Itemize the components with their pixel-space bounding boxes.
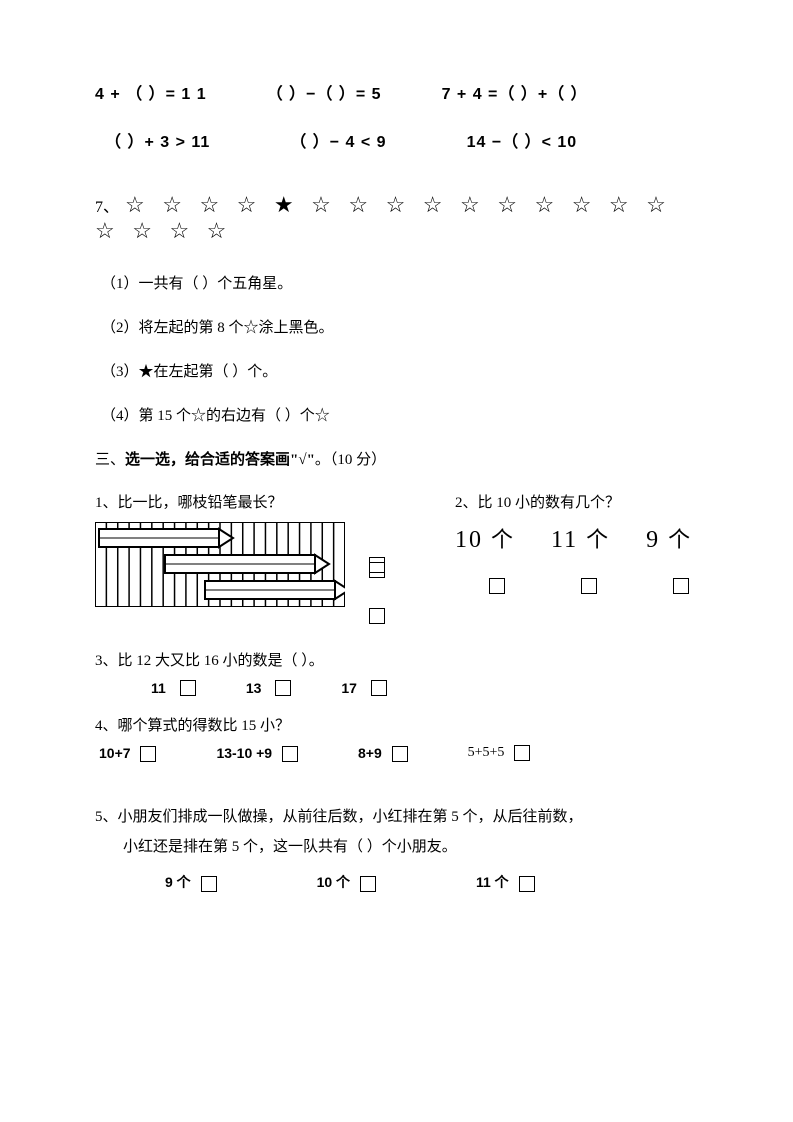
q3-checkbox-2[interactable] bbox=[275, 680, 291, 696]
pencils-svg bbox=[95, 522, 345, 607]
q3-checkbox-1[interactable] bbox=[180, 680, 196, 696]
stars-before: ☆ ☆ ☆ ☆ bbox=[125, 192, 262, 217]
equation-r1b: （ ）−（ ）= 5 bbox=[267, 80, 382, 104]
equation-r1a: 4 + （ ）= 1 1 bbox=[95, 80, 207, 104]
q5-checkbox-3[interactable] bbox=[519, 876, 535, 892]
q3-checkbox-3[interactable] bbox=[371, 680, 387, 696]
q3-text: 3、比 12 大又比 16 小的数是（ ）。 bbox=[95, 649, 698, 670]
q2-opt1: 10 个 bbox=[455, 522, 515, 554]
q1-text: 1、比一比，哪枝铅笔最长？ bbox=[95, 491, 395, 512]
q7-number: 7、 bbox=[95, 199, 119, 216]
q7-sub3: （3）★在左起第（ ）个。 bbox=[101, 360, 698, 384]
q7-sub2: （2）将左起的第 8 个☆涂上黑色。 bbox=[101, 316, 698, 340]
q4-opt2: 13-10 +9 bbox=[216, 745, 298, 762]
q4-checkbox-4[interactable] bbox=[514, 745, 530, 761]
q2-text: 2、比 10 小的数有几个？ bbox=[455, 491, 698, 512]
q2-opt2: 11 个 bbox=[551, 522, 610, 554]
q2-checkbox-3[interactable] bbox=[673, 578, 689, 594]
star-filled-icon: ★ bbox=[274, 192, 300, 217]
q3-opt2: 13 bbox=[246, 680, 292, 696]
q4-opt3: 8+9 bbox=[358, 745, 408, 762]
q7-sub4: （4）第 15 个☆的右边有（ ）个☆ bbox=[101, 404, 698, 428]
equation-r1c: 7 + 4 =（ ）+（ ） bbox=[442, 80, 588, 104]
q5-line2: 小红还是排在第 5 个，这一队共有（ ）个小朋友。 bbox=[95, 832, 698, 862]
q4-checkbox-2[interactable] bbox=[282, 746, 298, 762]
q4-checkbox-1[interactable] bbox=[140, 746, 156, 762]
section-3-num: 三、 bbox=[95, 452, 125, 468]
q2-checkbox-1[interactable] bbox=[489, 578, 505, 594]
section-3-points: 。（10 分） bbox=[315, 452, 386, 468]
q4-opt4: 5+5+5 bbox=[468, 745, 530, 762]
equation-r2a: （ ）+ 3 > 11 bbox=[105, 128, 210, 152]
q4-text: 4、哪个算式的得数比 15 小？ bbox=[95, 714, 698, 735]
q5-checkbox-2[interactable] bbox=[360, 876, 376, 892]
q5-line1: 5、小朋友们排成一队做操，从前往后数，小红排在第 5 个，从后往前数， bbox=[95, 802, 698, 832]
q7-star-line: 7、☆ ☆ ☆ ☆ ★ ☆ ☆ ☆ ☆ ☆ ☆ ☆ ☆ ☆ ☆ ☆ ☆ ☆ ☆ bbox=[95, 192, 698, 244]
section-3-head: 三、选一选，给合适的答案画"√"。（10 分） bbox=[95, 448, 698, 469]
q1-checkbox-3[interactable] bbox=[369, 608, 385, 624]
q5-opt3: 11 个 bbox=[476, 872, 535, 892]
q7-sub1: （1）一共有（ ）个五角星。 bbox=[101, 272, 698, 296]
q2-checkbox-2[interactable] bbox=[581, 578, 597, 594]
q4-checkbox-3[interactable] bbox=[392, 746, 408, 762]
q3-opt3: 17 bbox=[341, 680, 387, 696]
equation-r2c: 14 −（ ）< 10 bbox=[467, 128, 578, 152]
equation-r2b: （ ）− 4 < 9 bbox=[290, 128, 386, 152]
q3-opt1: 11 bbox=[151, 680, 196, 696]
q5-opt2: 10 个 bbox=[317, 872, 376, 892]
q1-checkbox-2[interactable] bbox=[369, 562, 385, 578]
section-3-title: 选一选，给合适的答案画"√" bbox=[125, 452, 315, 468]
q2-opt3: 9 个 bbox=[646, 522, 692, 554]
q4-opt1: 10+7 bbox=[99, 745, 156, 762]
q5-opt1: 9 个 bbox=[165, 872, 217, 892]
q5-checkbox-1[interactable] bbox=[201, 876, 217, 892]
pencil-diagram bbox=[95, 522, 395, 625]
